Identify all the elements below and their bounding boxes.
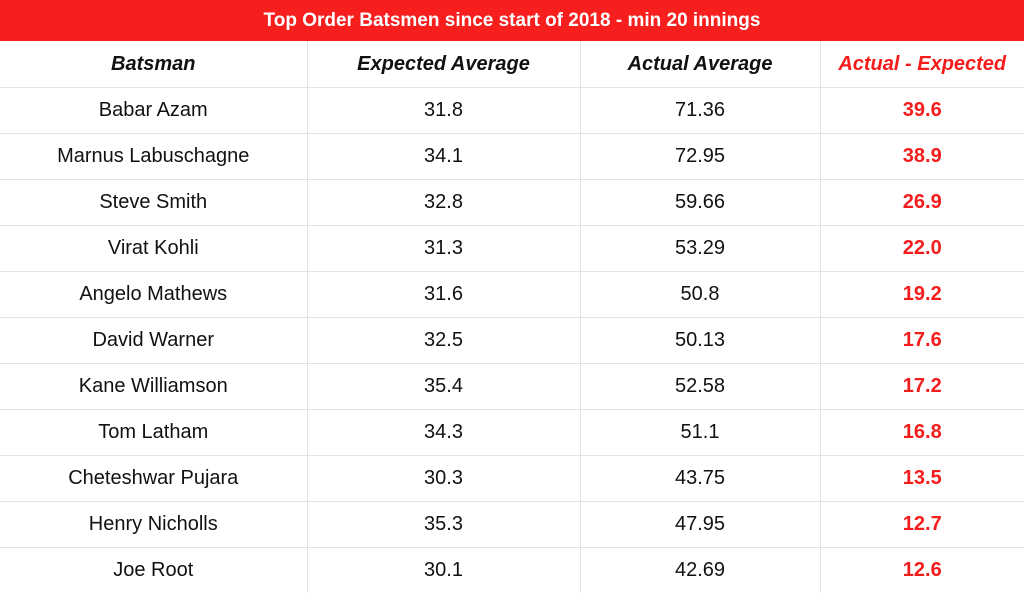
table-cell: 32.5 <box>306 317 581 364</box>
table-cell: Virat Kohli <box>0 225 308 272</box>
table-cell: 43.75 <box>579 455 821 502</box>
column-header: Actual Average <box>579 41 821 88</box>
table-cell: Steve Smith <box>0 179 308 226</box>
table-cell: 32.8 <box>306 179 581 226</box>
table-cell: 39.6 <box>819 87 1024 134</box>
table-cell: 53.29 <box>579 225 821 272</box>
column-header: Actual - Expected <box>819 41 1024 88</box>
header-row: Batsman Expected Average Actual Average Act… <box>0 41 1024 88</box>
table-cell: 17.2 <box>819 363 1024 410</box>
table-cell: Marnus Labuschagne <box>0 133 308 180</box>
table-row: David Warner 32.5 50.13 17.6 <box>0 317 1024 364</box>
table-cell: 31.3 <box>306 225 581 272</box>
table-row: Marnus Labuschagne 34.1 72.95 38.9 <box>0 133 1024 180</box>
table-cell: 52.58 <box>579 363 821 410</box>
table-cell: 16.8 <box>819 409 1024 456</box>
table-cell: 30.1 <box>306 547 581 593</box>
table-cell: 12.7 <box>819 501 1024 548</box>
table-row: Virat Kohli 31.3 53.29 22.0 <box>0 225 1024 272</box>
table-cell: Kane Williamson <box>0 363 308 410</box>
table-row: Tom Latham 34.3 51.1 16.8 <box>0 409 1024 456</box>
table-cell: 72.95 <box>579 133 821 180</box>
table-cell: 34.1 <box>306 133 581 180</box>
table-cell: 17.6 <box>819 317 1024 364</box>
table-cell: 12.6 <box>819 547 1024 593</box>
table-cell: 22.0 <box>819 225 1024 272</box>
table-cell: 30.3 <box>306 455 581 502</box>
column-header: Expected Average <box>306 41 581 88</box>
batsmen-table: Batsman Expected Average Actual Average Act… <box>0 41 1024 593</box>
table-row: Henry Nicholls 35.3 47.95 12.7 <box>0 501 1024 548</box>
table-cell: 35.4 <box>306 363 581 410</box>
table-row: Steve Smith 32.8 59.66 26.9 <box>0 179 1024 226</box>
table-cell: 34.3 <box>306 409 581 456</box>
table-row: Angelo Mathews 31.6 50.8 19.2 <box>0 271 1024 318</box>
table-cell: Angelo Mathews <box>0 271 308 318</box>
title-bar: Top Order Batsmen since start of 2018 - … <box>0 0 1024 41</box>
table-cell: 71.36 <box>579 87 821 134</box>
table-row: Babar Azam 31.8 71.36 39.6 <box>0 87 1024 134</box>
table-cell: 35.3 <box>306 501 581 548</box>
title: Top Order Batsmen since start of 2018 - … <box>263 9 761 31</box>
table-cell: 50.13 <box>579 317 821 364</box>
table-cell: 31.8 <box>306 87 581 134</box>
table-cell: David Warner <box>0 317 308 364</box>
table-cell: 50.8 <box>579 271 821 318</box>
table-cell: 42.69 <box>579 547 821 593</box>
table-cell: Joe Root <box>0 547 308 593</box>
table-cell: 13.5 <box>819 455 1024 502</box>
table-cell: 19.2 <box>819 271 1024 318</box>
table-cell: 51.1 <box>579 409 821 456</box>
table-row: Cheteshwar Pujara 30.3 43.75 13.5 <box>0 455 1024 502</box>
table-cell: Babar Azam <box>0 87 308 134</box>
table-cell: Cheteshwar Pujara <box>0 455 308 502</box>
table-row: Joe Root 30.1 42.69 12.6 <box>0 547 1024 593</box>
table-cell: 47.95 <box>579 501 821 548</box>
table-cell: Tom Latham <box>0 409 308 456</box>
table-cell: 26.9 <box>819 179 1024 226</box>
table-cell: 38.9 <box>819 133 1024 180</box>
table-row: Kane Williamson 35.4 52.58 17.2 <box>0 363 1024 410</box>
table-cell: Henry Nicholls <box>0 501 308 548</box>
table-cell: 59.66 <box>579 179 821 226</box>
column-header: Batsman <box>0 41 308 88</box>
table-cell: 31.6 <box>306 271 581 318</box>
